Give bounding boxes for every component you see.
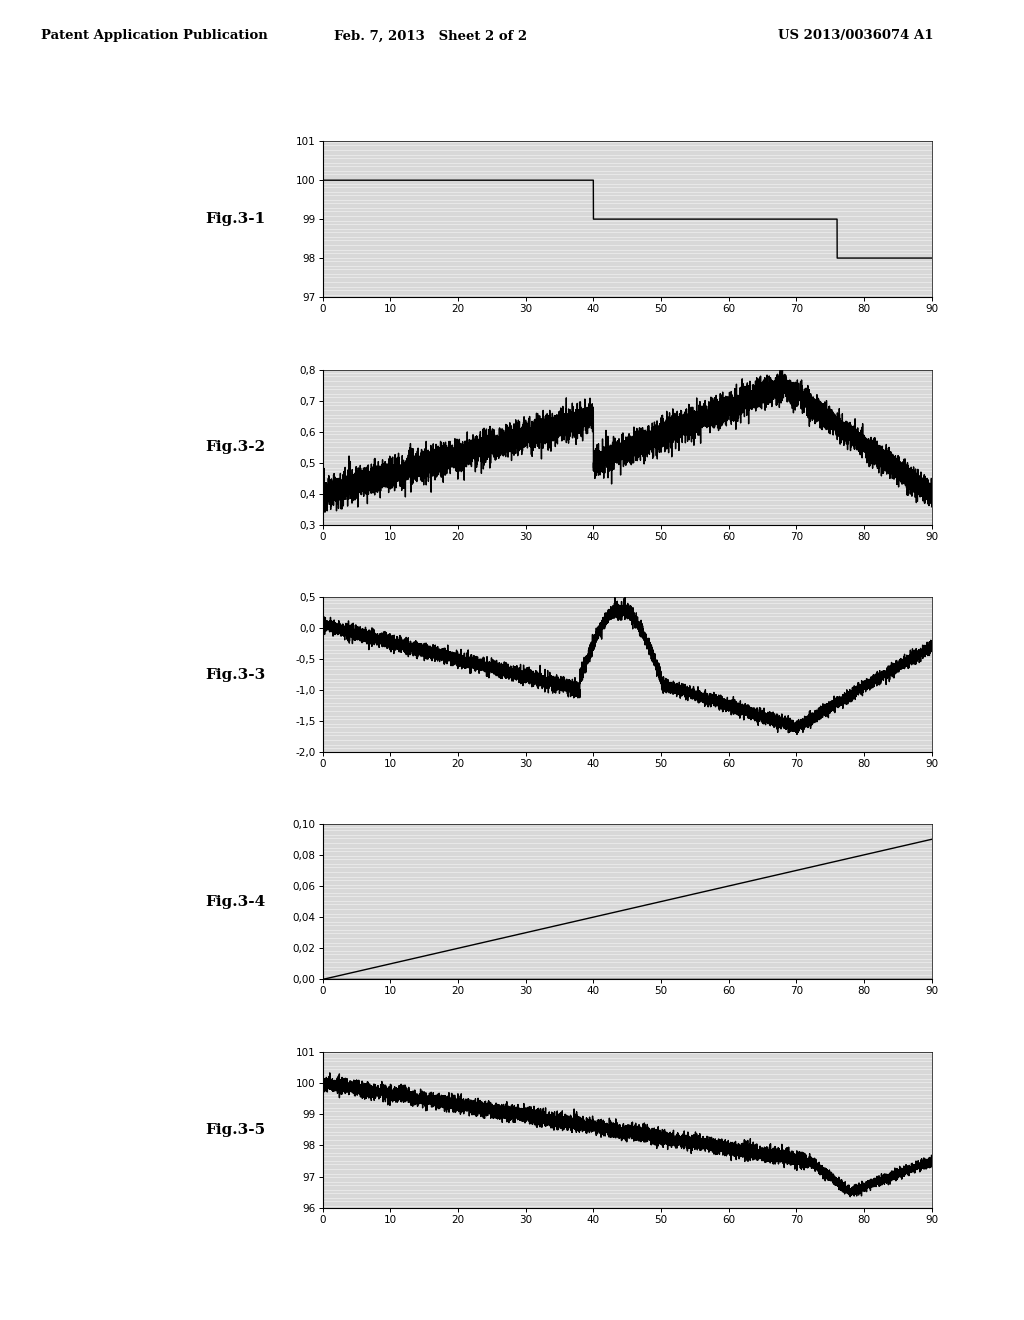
Text: Feb. 7, 2013   Sheet 2 of 2: Feb. 7, 2013 Sheet 2 of 2 (334, 29, 526, 42)
Text: Fig.3-1: Fig.3-1 (205, 213, 265, 226)
Text: Fig.3-3: Fig.3-3 (205, 668, 265, 681)
Text: Patent Application Publication: Patent Application Publication (41, 29, 267, 42)
Text: Fig.3-4: Fig.3-4 (205, 895, 265, 908)
Text: Fig.3-2: Fig.3-2 (205, 441, 265, 454)
Text: US 2013/0036074 A1: US 2013/0036074 A1 (778, 29, 934, 42)
Text: Fig.3-5: Fig.3-5 (205, 1123, 265, 1137)
